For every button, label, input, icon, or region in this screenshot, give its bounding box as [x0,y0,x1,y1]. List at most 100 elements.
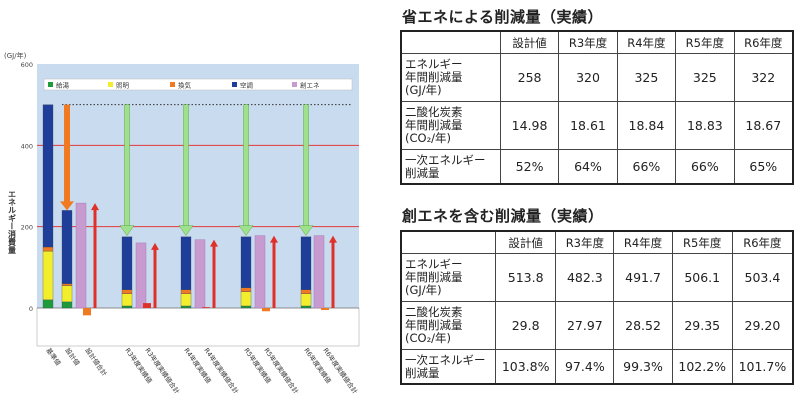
table-cell: 102.2% [671,349,733,385]
table-row: 一次エネルギー 削減量 52% 64% 66% 66% 65% [400,149,794,185]
bar-segment [180,305,192,309]
bar-segment [61,301,73,309]
legend-swatch [292,82,297,87]
column-header: R4年度 [613,230,673,254]
row-label: 一次エネルギー 削減量 [400,149,501,185]
legend-swatch [108,82,113,87]
table-cell: 29.8 [495,301,557,350]
bar-segment [121,305,133,309]
table-cell: 103.8% [495,349,557,385]
bar-segment [42,250,54,301]
table-cell: 52% [499,149,560,185]
bar-segment [300,293,312,307]
sogene-bar [313,235,325,309]
legend-label: 照明 [116,82,130,90]
row-label-line: 一次エネルギー [405,352,486,367]
total-bar [262,308,270,312]
legend-box [43,78,353,91]
green-down-arrow-head [298,225,314,236]
table-cell: 482.3 [555,253,615,302]
column-header: R5年度 [675,30,735,54]
table2-savings-with-generation: 設計値 R3年度 R4年度 R5年度 R6年度 エネルギー 年間削減量 (GJ/年) 513.… [400,230,794,385]
table1-title: 省エネによる削減量（実績） [402,8,604,26]
table-cell: 491.7 [613,253,673,302]
legend: 給湯 照明 換気 空調 創エネ [43,78,353,91]
total-bar [321,308,329,311]
table-cell: 18.84 [616,101,677,150]
arrows-layer [60,104,337,308]
row-label-line: (CO₂/年) [405,331,452,345]
y-axis-label: エネルギー消費量 [8,190,17,255]
x-tick-label: R4年度実績値合計 [202,346,241,396]
legend-label: 給湯 [56,81,70,90]
row-label: エネルギー 年間削減量 (GJ/年) [400,253,497,302]
table-cell: 322 [733,53,794,102]
green-down-arrow-shaft [124,104,130,227]
sogene-bar [194,239,206,309]
x-tick-label: R5年度実績値合計 [262,346,301,396]
table-cell: 66% [616,149,677,185]
row-label-line: 二酸化炭素 [405,305,463,319]
column-header: R6年度 [733,30,794,54]
bar-segment [61,210,73,284]
legend-label: 創エネ [300,81,320,90]
bar-segment [240,291,252,307]
table-cell: 99.3% [613,349,673,385]
x-tick-label: 設計値 [63,346,82,368]
bar-segment [300,289,312,294]
sogene-bar [254,235,266,309]
table1-savings: 設計値 R3年度 R4年度 R5年度 R6年度 エネルギー 年間削減量 (GJ/年) 258 3… [400,30,794,185]
legend-swatch [48,82,53,87]
orange-down-arrow-head [60,201,74,211]
bar-segment [300,236,312,290]
row-label: エネルギー 年間削減量 (GJ/年) [400,53,501,102]
bar-segment [300,305,312,309]
row-label: 二酸化炭素 年間削減量 (CO₂/年) [400,301,497,350]
table1-header-row: 設計値 R3年度 R4年度 R5年度 R6年度 [400,30,794,54]
total-bar [83,308,91,316]
x-tick-label: R3年度実績値合計 [143,346,182,396]
row-label-line: (GJ/年) [405,283,442,297]
row-label-line: 年間削減量 [405,270,463,284]
row-label-line: エネルギー [405,57,463,71]
table-cell: 28.52 [613,301,673,350]
legend-label: 空調 [240,81,254,90]
y-tick-label: 400 [21,142,33,150]
table2-title: 創エネを含む削減量（実績） [402,207,604,225]
row-label-line: 年間削減量 [405,118,463,132]
table-row: 一次エネルギー 削減量 103.8% 97.4% 99.3% 102.2% 101.7% [400,349,794,385]
row-label-line: 一次エネルギー [405,152,486,167]
bar-segment [42,246,54,252]
row-label-line: エネルギー [405,257,463,271]
column-header: R3年度 [555,230,615,254]
y-tick-label: 200 [21,224,33,232]
red-up-arrow-shaft [272,241,276,308]
bar-segment [121,293,133,307]
row-label-line: 二酸化炭素 [405,105,463,119]
table-cell: 14.98 [499,101,560,150]
red-up-arrow-shaft [212,245,216,308]
bar-segment [121,236,133,290]
red-up-arrow-shaft [153,248,157,308]
table-cell: 97.4% [555,349,615,385]
green-down-arrow-shaft [183,104,189,227]
column-header: R6年度 [731,230,794,254]
table-row: 二酸化炭素 年間削減量 (CO₂/年) 29.8 27.97 28.52 29.35 29.2… [400,301,794,350]
bars-layer [42,104,329,316]
table-cell: 320 [558,53,618,102]
bar-segment [180,236,192,290]
table-cell: 18.61 [558,101,618,150]
row-label-line: 年間削減量 [405,70,463,84]
green-down-arrow-head [238,225,254,236]
x-tick-label: 基準値 [44,346,63,368]
red-up-arrow-head [151,242,159,250]
bar-segment [240,236,252,288]
x-tick-label: 設計値合計 [83,346,109,378]
row-label-line: 削減量 [405,165,440,180]
table-row: エネルギー 年間削減量 (GJ/年) 513.8 482.3 491.7 506.1 503.… [400,253,794,302]
table-cell: 325 [675,53,735,102]
bar-segment [180,293,192,307]
table2-header-row: 設計値 R3年度 R4年度 R5年度 R6年度 [400,230,794,254]
red-up-arrow-head [91,203,99,211]
